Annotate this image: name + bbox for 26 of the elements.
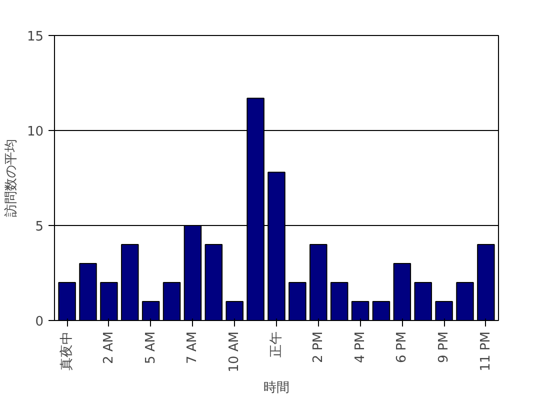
x-tick-label: 11 PM bbox=[478, 331, 494, 372]
x-tick-label: 2 PM bbox=[310, 331, 326, 363]
x-tick-label: 6 PM bbox=[394, 331, 410, 363]
bar bbox=[414, 282, 432, 320]
x-tick-label: 2 AM bbox=[101, 331, 116, 364]
bar bbox=[330, 282, 348, 320]
bar bbox=[79, 263, 97, 320]
x-tick-label: 真夜中 bbox=[58, 332, 75, 370]
y-tick-label: 0 bbox=[35, 314, 44, 330]
x-tick-label: 5 AM bbox=[143, 331, 158, 364]
x-axis-title: 時間 bbox=[264, 380, 290, 396]
x-tick-label: 10 AM bbox=[227, 331, 242, 372]
x-tick-label: 正午 bbox=[269, 332, 284, 358]
x-tick-label: 9 PM bbox=[436, 331, 452, 363]
y-tick-label: 15 bbox=[26, 30, 44, 44]
x-tick-label: 4 PM bbox=[352, 331, 368, 363]
bar bbox=[288, 282, 306, 320]
bar bbox=[162, 282, 181, 320]
y-tick-label: 5 bbox=[35, 220, 44, 234]
bar bbox=[121, 244, 139, 320]
bar bbox=[372, 301, 390, 320]
y-axis-title: 訪問数の平均 bbox=[4, 139, 19, 217]
bar bbox=[204, 244, 223, 320]
y-tick-label: 10 bbox=[26, 124, 44, 140]
bar bbox=[456, 282, 474, 320]
x-tick-label: 7 AM bbox=[185, 331, 200, 364]
